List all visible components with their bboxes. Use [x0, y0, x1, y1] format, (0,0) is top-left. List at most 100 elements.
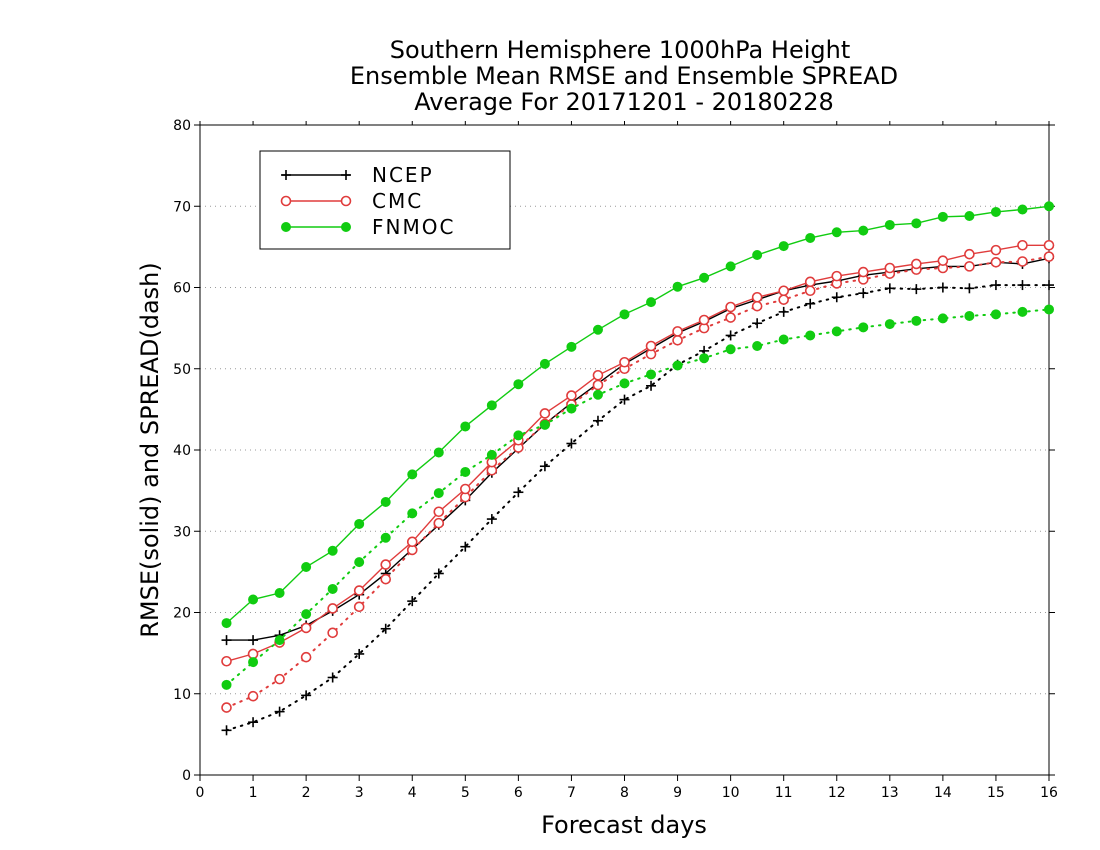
ncep-spread-point — [301, 690, 312, 701]
fnmoc-spread-point — [831, 326, 842, 337]
ncep-spread-point — [619, 394, 630, 405]
cmc-rmse-point — [725, 301, 736, 313]
y-tick-label: 60 — [173, 281, 191, 297]
fnmoc-spread-point — [805, 330, 816, 341]
y-tick-label: 40 — [173, 443, 191, 459]
ncep-spread-point — [433, 568, 444, 579]
cmc-rmse-point — [778, 285, 789, 297]
cmc-spread-point — [964, 261, 975, 272]
x-tick-label: 4 — [408, 785, 417, 801]
cmc-spread-point — [327, 627, 338, 639]
fnmoc-rmse-point — [486, 400, 497, 411]
fnmoc-rmse-point — [248, 594, 259, 605]
cmc-rmse-point — [831, 270, 843, 282]
fnmoc-rmse-point — [911, 218, 922, 229]
cmc-rmse-point — [751, 291, 763, 303]
ncep-rmse-point — [221, 635, 232, 646]
cmc-spread-point — [778, 294, 789, 305]
chart-title-line-2: Ensemble Mean RMSE and Ensemble SPREAD — [350, 62, 898, 90]
cmc-rmse-point — [964, 248, 975, 260]
fnmoc-spread-point — [619, 378, 630, 389]
fnmoc-rmse-point — [301, 562, 312, 572]
cmc-rmse-point — [300, 622, 312, 634]
x-tick-label: 14 — [934, 785, 952, 801]
fnmoc-spread-point — [592, 389, 603, 400]
cmc-rmse-point — [327, 603, 338, 614]
ncep-spread-line — [225, 284, 1050, 732]
x-tick-label: 8 — [620, 785, 629, 801]
x-tick-label: 6 — [514, 785, 523, 801]
fnmoc-spread-point — [566, 403, 577, 414]
ncep-spread-point — [380, 623, 391, 634]
cmc-rmse-point — [1043, 239, 1055, 251]
cmc-rmse-point — [460, 483, 471, 495]
cmc-rmse-point — [884, 262, 896, 274]
cmc-rmse-point — [990, 244, 1002, 256]
fnmoc-rmse-point — [354, 518, 365, 529]
fnmoc-spread-point — [990, 309, 1001, 320]
cmc-rmse-point — [937, 255, 949, 266]
y-tick-label: 20 — [173, 606, 191, 622]
cmc-rmse-point — [380, 559, 392, 570]
cmc-rmse-point — [566, 390, 577, 401]
ncep-spread-point — [513, 487, 524, 498]
ncep-spread-point — [646, 380, 657, 391]
fnmoc-rmse-point — [752, 250, 763, 260]
fnmoc-rmse-line — [226, 205, 1050, 624]
fnmoc-spread-point — [221, 679, 232, 690]
ncep-spread-point — [460, 541, 471, 552]
fnmoc-rmse-point — [619, 309, 630, 320]
y-axis-title: RMSE(solid) and SPREAD(dash) — [136, 262, 164, 638]
fnmoc-rmse-point — [778, 241, 789, 252]
legend-marker-cmc — [280, 195, 292, 207]
ncep-spread-point — [274, 706, 285, 717]
x-axis-title: Forecast days — [541, 811, 707, 839]
fnmoc-spread-point — [911, 315, 922, 326]
fnmoc-rmse-point — [513, 379, 524, 390]
y-tick-label: 50 — [173, 362, 191, 378]
series-layer — [221, 201, 1055, 736]
cmc-rmse-point — [353, 585, 365, 596]
ncep-spread-point — [407, 596, 418, 607]
fnmoc-spread-point — [248, 657, 259, 668]
fnmoc-spread-point — [964, 310, 975, 321]
fnmoc-rmse-point — [884, 219, 895, 230]
x-tick-label: 7 — [567, 785, 576, 801]
x-tick-label: 5 — [461, 785, 470, 801]
fnmoc-spread-point — [407, 508, 418, 519]
fnmoc-rmse-point — [566, 341, 577, 352]
x-tick-label: 15 — [987, 785, 1005, 801]
chart-title-line-1: Southern Hemisphere 1000hPa Height — [390, 36, 850, 64]
fnmoc-spread-line — [225, 308, 1050, 686]
ncep-spread-point — [725, 330, 736, 341]
cmc-spread-point — [353, 601, 365, 613]
gridlines — [200, 205, 1049, 695]
ncep-spread-point — [858, 288, 869, 299]
fnmoc-spread-point — [858, 322, 869, 333]
fnmoc-spread-point — [699, 353, 710, 364]
cmc-spread-line — [225, 255, 1050, 709]
cmc-spread-point — [221, 702, 232, 713]
legend-marker-ncep — [281, 170, 291, 180]
cmc-spread-point — [804, 285, 816, 297]
y-tick-label: 80 — [173, 118, 191, 134]
ncep-spread-point — [539, 461, 550, 472]
cmc-rmse-point — [911, 258, 922, 270]
fnmoc-rmse-point — [831, 227, 842, 238]
fnmoc-rmse-point — [937, 211, 948, 222]
cmc-rmse-point — [672, 326, 683, 337]
ncep-spread-point — [354, 648, 365, 659]
fnmoc-rmse-point — [460, 421, 471, 432]
fnmoc-spread-point — [672, 360, 683, 371]
fnmoc-rmse-point — [672, 281, 683, 292]
ncep-spread-point — [831, 292, 842, 303]
cmc-spread-point — [672, 335, 683, 346]
legend-label-ncep: NCEP — [372, 163, 434, 187]
ncep-spread-point — [778, 306, 789, 317]
x-tick-label: 12 — [828, 785, 846, 801]
x-tick-label: 3 — [355, 785, 364, 801]
fnmoc-rmse-point — [274, 588, 285, 598]
